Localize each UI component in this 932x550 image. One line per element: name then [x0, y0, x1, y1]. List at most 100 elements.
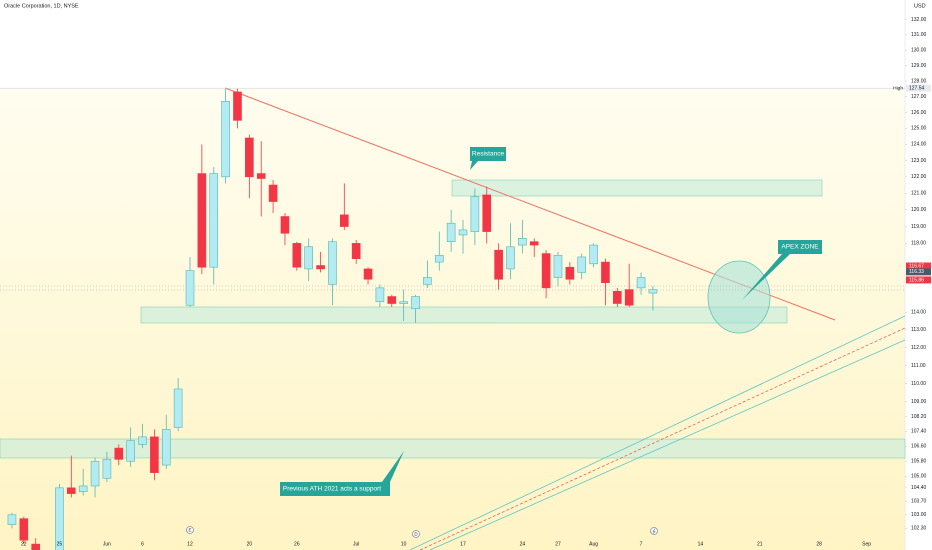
y-tick-label: 131.00 [911, 32, 927, 38]
candle-body [375, 287, 385, 303]
y-tick-label: 102.30 [911, 526, 927, 532]
candle-body [150, 436, 159, 473]
candle-body [458, 229, 468, 236]
y-tick-label: 105.00 [911, 474, 927, 480]
candle-body [613, 291, 622, 304]
high-tag: High [893, 85, 903, 91]
y-tick-label: 127.00 [911, 94, 927, 100]
x-tick-label: 10 [401, 541, 407, 547]
candle-body [31, 543, 40, 550]
channel-bottom [429, 339, 906, 550]
support-zone [140, 306, 788, 324]
x-tick-label: 28 [816, 541, 822, 547]
candle-body [434, 254, 444, 263]
candle-body [280, 216, 290, 234]
y-tick-label: 112.00 [911, 345, 926, 351]
y-tick-label: 118.00 [911, 241, 926, 247]
x-tick-label: 20 [247, 541, 253, 547]
candle-body [185, 270, 195, 306]
y-tick-label: 106.60 [911, 444, 927, 450]
y-tick-label: 107.40 [911, 429, 927, 435]
candle-body [90, 460, 100, 487]
candle-body [55, 487, 64, 550]
event-label: D [414, 532, 418, 537]
x-tick-label: 21 [757, 541, 763, 547]
candle-body [446, 222, 456, 242]
event-label: E [188, 528, 191, 533]
annotation: Resistance [472, 151, 505, 158]
candle-body [589, 244, 598, 265]
candle-body [67, 487, 76, 494]
x-tick-label: 27 [555, 541, 561, 547]
candle-body [506, 246, 515, 270]
y-tick-label: 103.00 [911, 512, 927, 518]
event-marker[interactable] [412, 530, 420, 538]
candle-body [577, 256, 587, 273]
candle-body [233, 91, 242, 121]
candle-body [399, 301, 408, 304]
candle-body [482, 194, 492, 232]
high-box [906, 84, 931, 92]
price-tag-label: 116.67 [909, 263, 924, 269]
x-tick-label: 7 [640, 541, 643, 547]
candle-body [245, 137, 254, 178]
channel-top [409, 315, 906, 550]
x-tick-label: 25 [57, 541, 63, 547]
y-tick-label: 108.20 [911, 414, 927, 420]
ath-zone [0, 438, 906, 459]
x-tick-label: 26 [294, 541, 300, 547]
y-tick-label: 113.00 [911, 327, 926, 333]
y-tick-label: 132.00 [911, 17, 927, 23]
candle-body [340, 214, 349, 227]
chart-title: Oracle Corporation, 1D, NYSE [4, 3, 79, 9]
candle-body [624, 289, 634, 306]
event-icon [652, 528, 656, 534]
event-marker[interactable] [650, 527, 658, 535]
candle-body [304, 246, 314, 270]
y-tick-label: 122.00 [911, 174, 927, 180]
y-tick-label: 110.00 [911, 381, 926, 387]
candle-body [541, 253, 551, 289]
price-tag [906, 262, 931, 270]
candle-body [518, 238, 527, 246]
annotation: Previous ATH 2021 acts a support [283, 486, 381, 493]
y-tick-label: 119.00 [911, 224, 926, 230]
callout [742, 240, 822, 300]
candle-body [529, 241, 539, 246]
x-tick-label: Jun [103, 541, 111, 547]
x-tick-label: Aug [589, 541, 598, 547]
channel-mid [419, 327, 906, 550]
candle-body [102, 459, 112, 479]
candle-body [316, 265, 325, 270]
candle-body [209, 173, 219, 268]
y-tick-label: 104.40 [911, 485, 927, 491]
callout [470, 147, 506, 170]
price-tag-label: 116.33 [909, 269, 924, 275]
apex-circle [707, 260, 771, 334]
candle-body [173, 388, 183, 428]
candle-body [7, 514, 17, 525]
x-tick-label: 14 [698, 541, 704, 547]
candle-body [494, 249, 503, 280]
y-tick-label: 114.00 [911, 310, 926, 316]
candle-body [553, 254, 563, 278]
currency: USD [914, 3, 926, 9]
y-tick-label: 121.00 [911, 191, 927, 197]
candle-body [363, 268, 373, 280]
candle-body [636, 277, 646, 289]
y-tick-label: 126.00 [911, 110, 927, 116]
x-tick-label: Sep [862, 541, 871, 547]
y-tick-label: 111.00 [911, 363, 926, 369]
event-marker[interactable] [186, 526, 194, 534]
price-tag [906, 276, 931, 284]
x-tick-label: 17 [460, 541, 466, 547]
candle-body [411, 296, 420, 310]
y-tick-label: 128.00 [911, 78, 927, 84]
price-tag-label: 115.86 [909, 277, 924, 283]
candle-body [328, 241, 337, 285]
y-tick-label: 123.00 [911, 158, 927, 164]
resistance-zone [451, 179, 823, 197]
y-tick-label: 103.70 [911, 499, 927, 505]
